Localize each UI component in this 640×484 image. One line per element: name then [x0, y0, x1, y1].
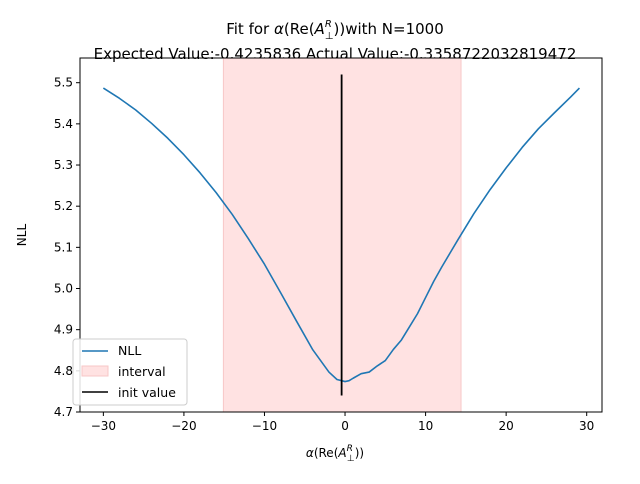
y-axis-ticks: 4.7 4.8 4.9 5.0 5.1 5.2 5.3 5.4 5.5 [54, 76, 80, 419]
y-tick-label: 5.4 [54, 117, 73, 131]
y-axis-label: NLL [15, 224, 29, 247]
series-line-nll [102, 87, 581, 383]
x-tick-label: −30 [91, 419, 116, 433]
y-tick-label: 5.3 [54, 158, 73, 172]
y-tick-label: 5.5 [54, 76, 73, 90]
y-tick-label: 4.9 [54, 323, 73, 337]
legend-label-init-value: init value [118, 385, 176, 400]
legend-label-nll: NLL [118, 343, 141, 358]
series-layer [102, 87, 581, 383]
y-tick-label: 4.8 [54, 364, 73, 378]
y-tick-label: 4.7 [54, 405, 73, 419]
y-tick-label: 5.0 [54, 282, 73, 296]
x-axis-ticks: −30 −20 −10 0 10 20 30 [91, 412, 594, 433]
x-tick-label: 10 [418, 419, 433, 433]
plot-frame [79, 57, 603, 413]
chart-title: Fit for α(Re(AR ⊥))with N=1000 [226, 19, 444, 42]
x-tick-label: 20 [498, 419, 513, 433]
legend: NLL interval init value [72, 338, 188, 406]
x-axis-label: α(Re(AR ⊥)) [306, 444, 364, 464]
legend-swatch-interval [81, 365, 109, 377]
y-tick-label: 5.2 [54, 199, 73, 213]
x-tick-label: 30 [579, 419, 594, 433]
legend-label-interval: interval [118, 364, 166, 379]
legend-box [72, 338, 188, 406]
y-tick-label: 5.1 [54, 240, 73, 254]
x-tick-label: −10 [252, 419, 277, 433]
x-tick-label: −20 [171, 419, 196, 433]
x-tick-label: 0 [341, 419, 349, 433]
